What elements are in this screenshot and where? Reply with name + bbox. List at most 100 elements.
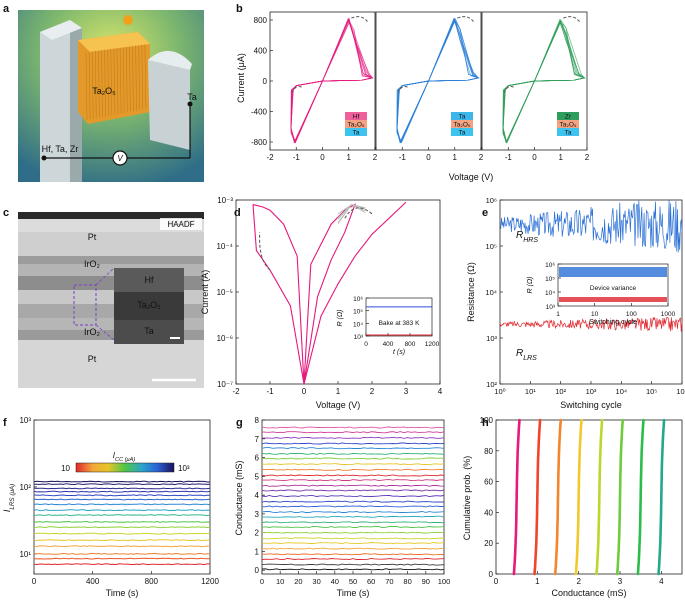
b-stack-top bbox=[451, 112, 473, 120]
g-x-tick-label: 20 bbox=[294, 577, 302, 586]
b-x-tick-label: 1 bbox=[453, 153, 458, 162]
f-x-tick-label: 800 bbox=[145, 577, 159, 586]
e-inset-xlabel: Switching cycle bbox=[589, 319, 637, 326]
b-x-tick-label: 0 bbox=[426, 153, 431, 162]
oxide-filament bbox=[135, 45, 137, 111]
g-trace bbox=[262, 505, 445, 508]
g-y-tick-label: 2 bbox=[255, 529, 260, 538]
ion-sphere bbox=[123, 15, 133, 25]
b-stack-bottom-label: Ta bbox=[565, 130, 572, 137]
g-trace bbox=[261, 511, 445, 514]
g-trace bbox=[261, 531, 445, 534]
b-stack-top bbox=[557, 112, 579, 120]
oxide-filament bbox=[144, 44, 147, 109]
e-ylabel: Resistance (Ω) bbox=[466, 262, 476, 322]
voltmeter-label: V bbox=[117, 154, 123, 163]
g-xlabel: Time (s) bbox=[337, 588, 370, 598]
b-iv-curve bbox=[502, 19, 586, 144]
g-trace bbox=[261, 447, 445, 450]
d-inset-x-tick-label: 1200 bbox=[425, 341, 440, 348]
b-stack-top-label: Zr bbox=[565, 114, 572, 121]
f-trace bbox=[33, 498, 211, 501]
b-iv-curve bbox=[396, 18, 480, 144]
e-inset-note: Device variance bbox=[590, 285, 637, 292]
oxide-filament bbox=[104, 49, 106, 117]
c-badge-box bbox=[160, 218, 202, 230]
f-y-tick-label: 10³ bbox=[19, 416, 31, 425]
b-x-tick-label: -2 bbox=[266, 153, 274, 162]
oxide-filament bbox=[132, 45, 134, 112]
e-x-tick-label: 10⁰ bbox=[494, 387, 505, 396]
e-inset-y-tick-label: 10⁴ bbox=[545, 290, 555, 297]
oxide-filament bbox=[98, 50, 100, 118]
f-trace bbox=[33, 503, 211, 506]
e-inset-y-tick-label: 10⁵ bbox=[545, 276, 555, 283]
g-y-tick-label: 5 bbox=[255, 472, 260, 481]
g-x-tick-label: 10 bbox=[276, 577, 284, 586]
d-inset-ylabel: R (Ω) bbox=[337, 310, 344, 327]
c-inset-label: Ta₂O₅ bbox=[137, 300, 161, 310]
c-inset-bottom bbox=[114, 320, 184, 344]
oxide-filament bbox=[95, 50, 97, 119]
b-x-tick-label: 0 bbox=[532, 153, 537, 162]
f-trace bbox=[33, 509, 211, 512]
f-y-tick-label: 10² bbox=[19, 483, 31, 492]
c-layer-label: Pt bbox=[88, 232, 97, 242]
b-sweep-arrow bbox=[351, 16, 369, 24]
b-y-tick-label: 800 bbox=[254, 16, 268, 25]
h-x-tick-label: 1 bbox=[535, 577, 540, 586]
f-cbar-label: ICC (μA) bbox=[113, 451, 136, 463]
e-x-tick-label: 10³ bbox=[586, 387, 597, 396]
g-trace bbox=[262, 479, 445, 482]
oxide-filament bbox=[138, 45, 140, 110]
oxide-filament bbox=[91, 51, 94, 119]
h-x-tick-label: 3 bbox=[618, 577, 623, 586]
g-trace bbox=[261, 521, 445, 524]
h-distribution bbox=[615, 418, 625, 576]
oxide-filament bbox=[122, 47, 125, 113]
g-x-tick-label: 90 bbox=[422, 577, 430, 586]
f-trace bbox=[33, 526, 211, 529]
g-trace bbox=[261, 431, 445, 434]
h-y-tick-label: 40 bbox=[484, 508, 493, 517]
d-inset-y-tick-label: 10⁵ bbox=[353, 309, 363, 316]
left-electrode-top bbox=[40, 20, 82, 40]
g-trace bbox=[261, 568, 445, 571]
panel-c-micrograph: HAADFHAADFPtIrO₂IrO₂PtHfTa₂O₅Ta bbox=[18, 212, 204, 388]
g-trace bbox=[261, 537, 445, 540]
g-trace bbox=[261, 474, 445, 477]
g-trace bbox=[261, 484, 445, 487]
panel-letter-c: c bbox=[3, 207, 9, 219]
b-x-tick-label: 1 bbox=[559, 153, 564, 162]
g-y-tick-label: 8 bbox=[255, 416, 260, 425]
e-y-tick-label: 10⁴ bbox=[485, 288, 497, 297]
e-x-tick-label: 10⁶ bbox=[676, 387, 685, 396]
g-trace bbox=[261, 495, 445, 498]
oxide-filament bbox=[110, 48, 113, 116]
h-plot-frame bbox=[495, 419, 683, 575]
c-inset-label: Hf bbox=[145, 275, 154, 285]
f-x-tick-label: 1200 bbox=[201, 577, 219, 586]
b-stack-oxide-label: Ta₂O₅ bbox=[347, 122, 364, 129]
b-stack-oxide-label: Ta₂O₅ bbox=[453, 122, 470, 129]
h-x-tick-label: 2 bbox=[576, 577, 581, 586]
g-y-tick-label: 7 bbox=[255, 435, 260, 444]
h-y-tick-label: 0 bbox=[489, 570, 494, 579]
g-trace bbox=[261, 452, 445, 455]
g-trace bbox=[261, 463, 445, 466]
h-ylabel: Cumulative prob. (%) bbox=[462, 456, 472, 541]
f-trace bbox=[33, 494, 211, 497]
h-distribution bbox=[657, 418, 666, 576]
e-y-tick-label: 10² bbox=[486, 380, 497, 389]
h-distribution bbox=[533, 418, 542, 576]
d-xlabel: Voltage (V) bbox=[316, 400, 361, 410]
b-x-tick-label: 2 bbox=[373, 153, 378, 162]
g-trace bbox=[261, 553, 445, 556]
f-colorbar bbox=[75, 462, 175, 473]
e-inset-y-tick-label: 10³ bbox=[546, 304, 556, 311]
g-trace bbox=[261, 489, 445, 492]
e-x-tick-label: 10² bbox=[555, 387, 566, 396]
g-trace bbox=[261, 436, 445, 439]
c-zoom-line bbox=[95, 324, 115, 341]
g-x-tick-label: 40 bbox=[331, 577, 339, 586]
